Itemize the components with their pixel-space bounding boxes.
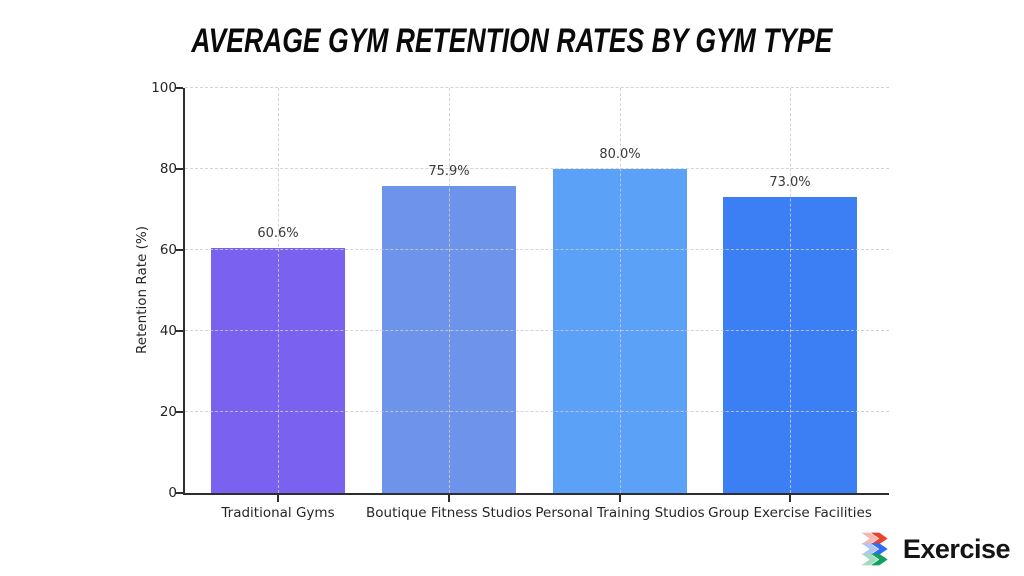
x-tick-label: Group Exercise Facilities [708,505,872,521]
v-gridline [620,88,621,493]
y-axis-title: Retention Rate (%) [134,226,150,354]
y-tick [176,249,183,251]
x-axis-spine [183,493,889,495]
bar-chart-plot-area: 60.6% 75.9% 80.0% 73.0% 0 20 40 60 80 100 Traditio… [151,80,889,521]
y-tick [176,330,183,332]
y-tick-label: 20 [159,404,177,420]
h-gridline [185,87,889,88]
y-tick-label: 0 [168,485,177,501]
y-tick-label: 80 [159,161,177,177]
v-gridline [449,88,450,493]
chart-title: AVERAGE GYM RETENTION RATES BY GYM TYPE [191,22,833,60]
chart-title-row: AVERAGE GYM RETENTION RATES BY GYM TYPE [0,22,1024,61]
y-tick-label: 100 [151,80,177,96]
exercise-logo-icon [861,532,888,566]
y-tick [176,168,183,170]
y-tick-label: 60 [159,242,177,258]
v-gridline [278,88,279,493]
brand-logo: Exercise [856,530,1011,568]
x-tick-label: Traditional Gyms [221,505,335,521]
h-gridline [185,411,889,412]
x-tick [277,495,279,502]
h-gridline [185,330,889,331]
brand-name: Exercise [902,533,1011,564]
x-tick-label: Personal Training Studios [535,505,705,521]
y-tick [176,492,183,494]
bar-value-label: 73.0% [769,175,811,191]
h-gridline [185,249,889,250]
y-axis-spine [183,88,185,493]
bar-value-label: 75.9% [428,163,470,179]
y-tick [176,411,183,413]
x-tick [619,495,621,502]
v-gridline [790,88,791,493]
y-tick-label: 40 [159,323,177,339]
y-tick [176,87,183,89]
x-tick [448,495,450,502]
x-tick [789,495,791,502]
bar-value-label: 80.0% [599,147,641,162]
bar-value-label: 60.6% [257,225,299,241]
h-gridline [185,168,889,169]
x-tick-label: Boutique Fitness Studios [366,505,532,521]
